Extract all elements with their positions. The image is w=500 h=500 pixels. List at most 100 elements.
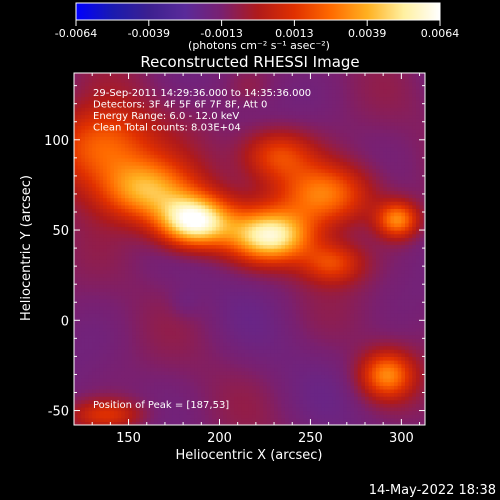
heatmap-cell [81, 266, 86, 271]
heatmap-cell [121, 284, 126, 289]
heatmap-cell [114, 414, 119, 419]
heatmap-cell [124, 313, 130, 318]
heatmap-cell [183, 110, 188, 116]
heatmap-cell [74, 258, 79, 264]
heatmap-cell [230, 284, 235, 289]
heatmap-cell [161, 114, 166, 119]
heatmap-cell [154, 244, 159, 249]
heatmap-cell [168, 356, 173, 361]
heatmap-cell [172, 157, 177, 163]
heatmap-cell [95, 334, 101, 339]
heatmap-cell [77, 233, 82, 238]
heatmap-cell [230, 219, 235, 224]
heatmap-cell [150, 219, 155, 224]
heatmap-cell [172, 276, 177, 282]
heatmap-cell [157, 233, 162, 238]
heatmap-cell [124, 172, 130, 177]
heatmap-cell [219, 204, 224, 209]
heatmap-cell [164, 147, 170, 152]
heatmap-cell [172, 399, 177, 404]
heatmap-cell [117, 298, 122, 303]
heatmap-cell [139, 175, 144, 181]
heatmap-cell [230, 388, 235, 394]
heatmap-cell [95, 237, 101, 242]
heatmap-cell [143, 73, 148, 76]
heatmap-cell [135, 403, 141, 408]
heatmap-cell [95, 255, 101, 260]
heatmap-cell [252, 157, 257, 163]
heatmap-cell [241, 388, 246, 394]
heatmap-cell [77, 161, 82, 166]
heatmap-cell [194, 219, 199, 224]
heatmap-cell [252, 392, 257, 397]
heatmap-cell [204, 172, 210, 177]
heatmap-cell [252, 258, 257, 264]
heatmap-cell [81, 262, 86, 267]
heatmap-cell [234, 403, 239, 408]
heatmap-cell [194, 208, 199, 213]
heatmap-cell [255, 244, 261, 249]
heatmap-cell [255, 222, 261, 228]
heatmap-cell [121, 147, 126, 152]
heatmap-cell [121, 370, 126, 376]
heatmap-cell [99, 388, 104, 394]
heatmap-cell [237, 356, 242, 361]
heatmap-cell [168, 381, 173, 386]
heatmap-cell [197, 172, 202, 177]
heatmap-cell [223, 284, 228, 289]
heatmap-cell [248, 255, 253, 260]
heatmap-cell [223, 114, 228, 119]
heatmap-cell [226, 154, 232, 159]
heatmap-cell [194, 103, 199, 108]
heatmap-cell [150, 89, 155, 94]
heatmap-cell [121, 190, 126, 195]
heatmap-cell [121, 280, 126, 285]
heatmap-cell [88, 100, 93, 105]
heatmap-cell [175, 157, 181, 163]
heatmap-cell [106, 107, 111, 112]
heatmap-cell [244, 381, 250, 386]
heatmap-cell [212, 197, 217, 202]
heatmap-cell [110, 110, 115, 116]
heatmap-cell [74, 302, 79, 307]
heatmap-cell [197, 341, 202, 347]
heatmap-cell [219, 403, 224, 408]
heatmap-cell [197, 132, 202, 137]
heatmap-cell [219, 305, 224, 311]
heatmap-cell [179, 74, 184, 80]
heatmap-cell [219, 280, 224, 285]
heatmap-cell [234, 157, 239, 163]
heatmap-cell [244, 240, 250, 246]
heatmap-cell [223, 251, 228, 256]
heatmap-cell [186, 193, 191, 199]
heatmap-cell [234, 399, 239, 404]
heatmap-cell [139, 237, 144, 242]
heatmap-cell [161, 291, 166, 296]
heatmap-cell [230, 298, 235, 303]
heatmap-cell [121, 85, 126, 90]
heatmap-cell [139, 320, 144, 325]
heatmap-cell [223, 406, 228, 412]
heatmap-cell [121, 251, 126, 256]
heatmap-cell [194, 100, 199, 105]
heatmap-cell [255, 298, 261, 303]
heatmap-cell [175, 295, 181, 300]
heatmap-cell [212, 204, 217, 209]
heatmap-cell [146, 118, 151, 123]
heatmap-cell [194, 118, 199, 123]
heatmap-cell [164, 302, 170, 307]
heatmap-cell [106, 284, 111, 289]
heatmap-cell [204, 403, 210, 408]
heatmap-cell [110, 363, 115, 368]
heatmap-cell [157, 388, 162, 394]
heatmap-cell [175, 313, 181, 318]
heatmap-cell [204, 334, 210, 339]
heatmap-cell [234, 92, 239, 98]
heatmap-cell [252, 215, 257, 220]
heatmap-cell [139, 233, 144, 238]
heatmap-cell [237, 211, 242, 217]
heatmap-cell [77, 396, 82, 401]
heatmap-cell [81, 73, 86, 76]
heatmap-cell [194, 107, 199, 112]
heatmap-cell [92, 92, 97, 98]
